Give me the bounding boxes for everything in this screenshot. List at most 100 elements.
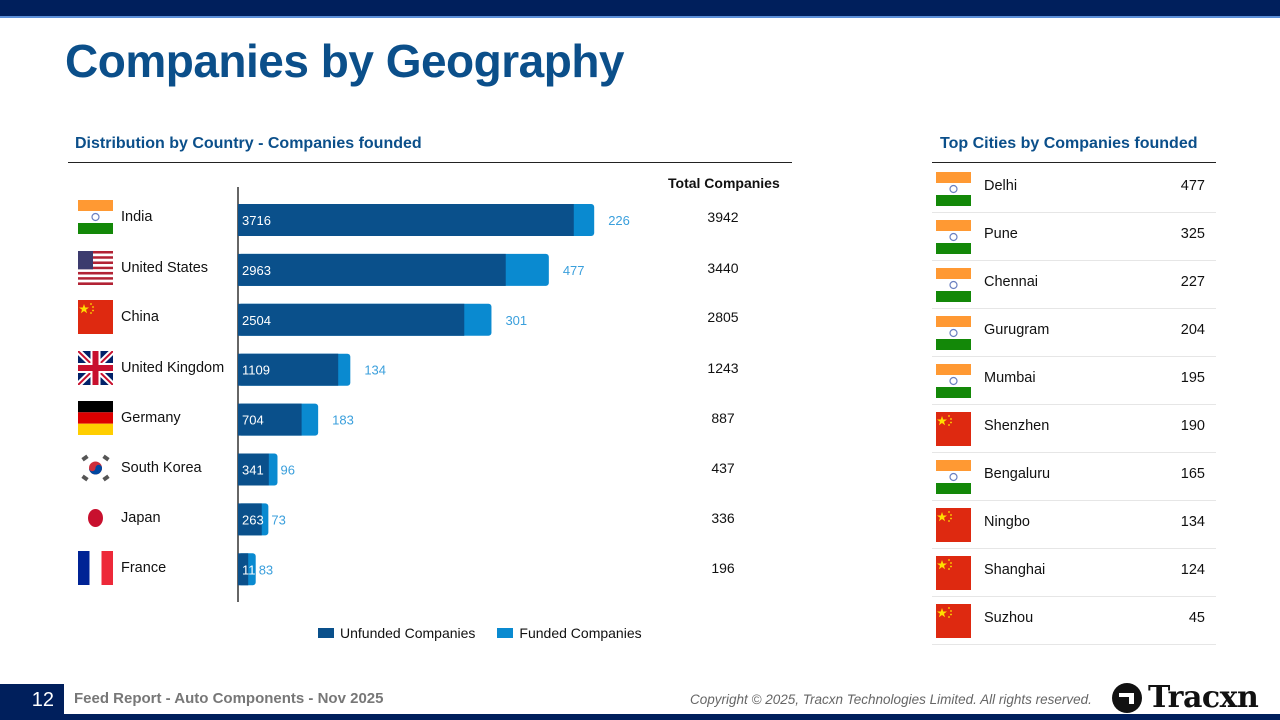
legend-item-unfunded: Unfunded Companies [318,625,475,641]
total-companies-value: 3440 [707,260,739,276]
india-flag-icon [936,316,971,350]
bar-label-funded: 96 [280,463,294,478]
bar-label-unfunded: 341 [242,463,264,478]
bar-label-unfunded: 1109 [242,363,270,378]
country-row: United States [78,251,208,285]
bar-unfunded [238,403,302,436]
country-row: United Kingdom [75,348,225,388]
bar-label-unfunded: 263 [242,512,264,527]
legend-label-funded: Funded Companies [519,625,642,641]
country-name: France [121,560,167,576]
india-flag-icon [936,172,971,206]
china-flag-icon [936,604,971,638]
cities-section-divider [932,162,1216,163]
city-row: Ningbo 134 [932,500,1216,549]
tracxn-logo: Tracxn [1110,680,1259,715]
china-flag-icon [936,412,971,446]
india-flag-icon [936,364,971,398]
total-companies-value: 887 [711,410,735,426]
city-row: Shenzhen 190 [932,404,1216,453]
page-title: Companies by Geography [65,35,625,87]
city-name: Ningbo [984,514,1030,530]
bar-label-unfunded: 2963 [242,263,271,278]
total-companies-value: 336 [711,510,735,526]
country-name: United States [121,260,209,276]
india-flag-icon [936,460,971,494]
total-companies-value: 196 [711,560,735,576]
germany-flag-icon [78,401,113,435]
china-flag-icon [936,508,971,542]
country-name: India [121,209,153,225]
country-name: Germany [121,410,181,426]
legend-swatch-funded [497,628,514,638]
usa-flag-icon [78,251,113,285]
city-company-count: 195 [1180,370,1205,386]
bar-label-unfunded: 113 [242,562,263,577]
country-row: China [78,300,159,334]
france-flag-icon [78,551,113,585]
top-banner [0,0,1280,18]
bar-unfunded [238,503,262,536]
city-row: Suzhou 45 [932,596,1216,645]
footer-bar [0,714,1280,720]
city-company-count: 325 [1180,226,1205,242]
bar-label-unfunded: 704 [242,413,264,428]
city-name: Shenzhen [984,418,1050,434]
city-name: Suzhou [984,610,1034,626]
city-name: Gurugram [984,322,1050,338]
country-name: South Korea [121,460,202,476]
country-row: France [78,551,166,585]
country-section-title: Distribution by Country - Companies foun… [75,135,422,152]
japan-flag-icon [78,501,113,535]
bar-label-funded: 83 [259,562,273,577]
bar-label-funded: 73 [271,512,285,527]
bar-label-funded: 301 [505,313,527,328]
bar-unfunded [238,253,506,286]
country-name: China [121,309,159,325]
total-companies-value: 2805 [707,309,739,325]
bar-unfunded [238,553,249,586]
tracxn-logo-text: Tracxn [1148,680,1259,715]
page-number: 12 [0,684,64,716]
bar-label-unfunded: 2504 [242,313,271,328]
bar-unfunded [238,303,465,336]
bar-label-funded: 134 [364,363,386,378]
bar-label-funded: 226 [608,213,630,228]
country-name: United Kingdom [121,360,225,376]
city-row: Gurugram 204 [932,308,1216,357]
stacked-bar-chart: 3716 226 2963 477 2504 301 1109 134 704 183 341 96 2… [237,187,630,602]
india-flag-icon [936,268,971,302]
country-row: South Korea [78,451,202,485]
total-companies-value: 3942 [707,209,739,225]
city-company-count: 477 [1180,178,1205,194]
city-name: Pune [984,226,1018,242]
city-company-count: 204 [1180,322,1205,338]
footer-report-title: Feed Report - Auto Components - Nov 2025 [74,690,384,707]
country-section-divider [68,162,792,163]
legend-swatch-unfunded [318,628,334,638]
city-row: Shanghai 124 [932,548,1216,597]
city-name: Delhi [984,178,1018,194]
city-company-count: 227 [1180,274,1205,290]
india-flag-icon [936,220,971,254]
city-name: Bengaluru [984,466,1051,482]
copyright-text: Copyright © 2025, Tracxn Technologies Li… [690,692,1092,707]
city-name: Mumbai [984,370,1036,386]
total-companies-header: Total Companies [668,175,780,191]
india-flag-icon [78,200,113,234]
country-name: Japan [121,510,161,526]
country-row: India [78,200,152,234]
city-company-count: 124 [1180,562,1205,578]
bar-unfunded [238,353,339,386]
uk-flag-icon [75,348,116,388]
total-companies-value: 1243 [707,360,739,376]
bar-label-unfunded: 3716 [242,213,271,228]
city-row: Bengaluru 165 [932,452,1216,501]
tracxn-logo-icon [1112,682,1142,713]
city-company-count: 45 [1188,610,1205,626]
city-name: Chennai [984,274,1039,290]
china-flag-icon [936,556,971,590]
legend-item-funded: Funded Companies [497,625,642,641]
legend-label-unfunded: Unfunded Companies [340,625,476,641]
total-companies-value: 437 [711,460,735,476]
